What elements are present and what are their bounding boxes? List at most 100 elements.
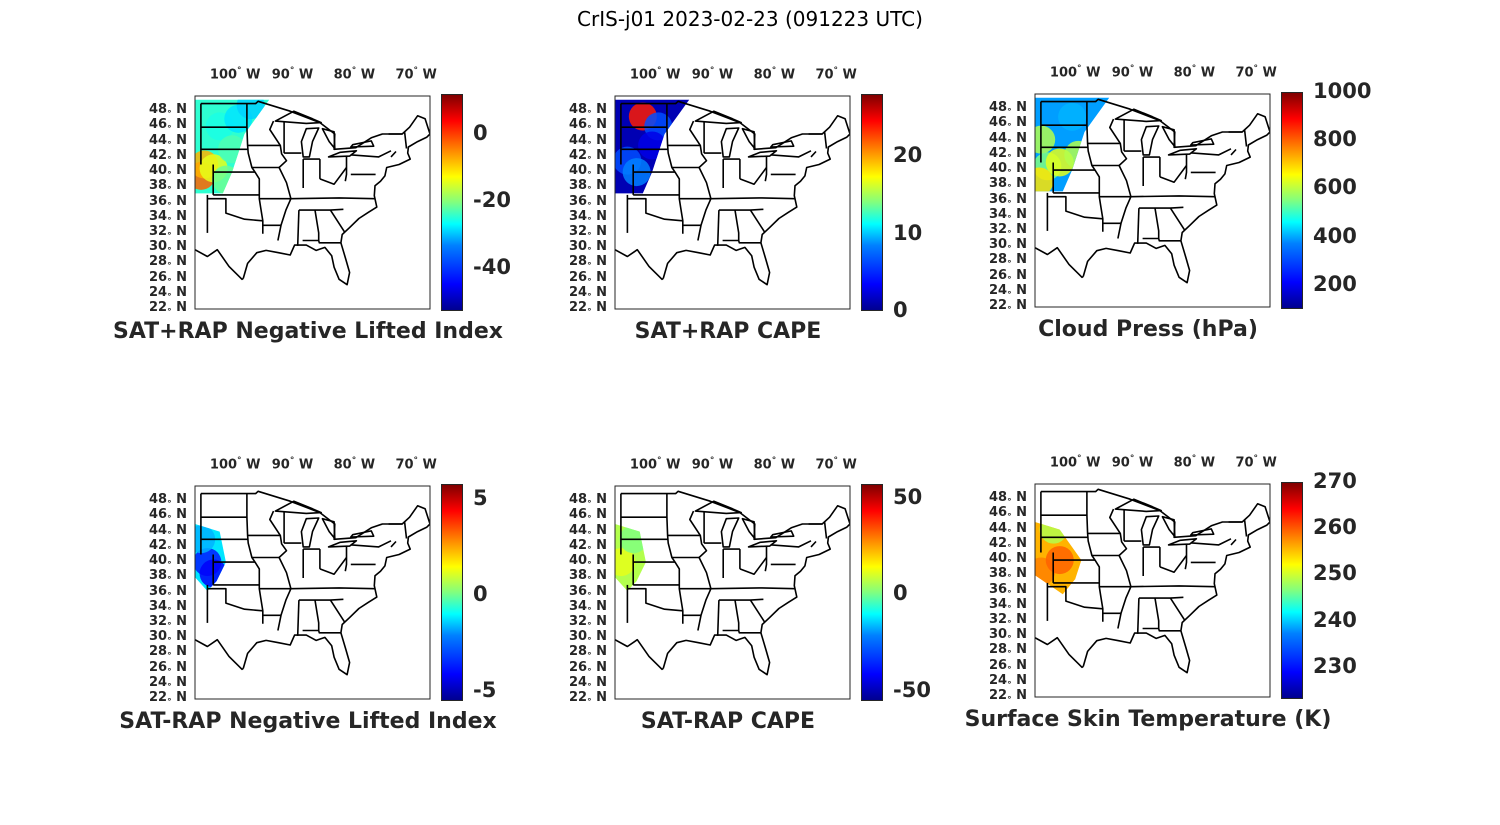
lon-degree-value: 70	[815, 67, 834, 83]
lon-tick-label: 100° W	[630, 456, 681, 472]
degree-mark: °	[167, 185, 172, 196]
lat-direction: N	[171, 117, 187, 133]
lat-tick-label: 36° N	[137, 584, 187, 602]
degree-mark: °	[167, 109, 172, 120]
lat-tick-label: 44° N	[557, 133, 607, 151]
lat-tick-label: 26° N	[557, 270, 607, 288]
lat-tick-label: 34° N	[977, 207, 1027, 225]
lat-direction: N	[591, 300, 607, 315]
lon-degree-value: 80	[333, 457, 352, 473]
lat-tick-label: 42° N	[977, 146, 1027, 164]
lat-tick-label: 38° N	[137, 178, 187, 196]
lat-direction: N	[591, 553, 607, 569]
lat-tick-label: 42° N	[137, 538, 187, 556]
lat-direction: N	[1011, 282, 1027, 298]
degree-mark: °	[833, 456, 839, 466]
lat-direction: N	[171, 598, 187, 614]
lat-direction: N	[591, 163, 607, 179]
degree-mark: °	[587, 155, 592, 166]
lat-degree-value: 44	[149, 522, 168, 538]
lat-degree-value: 30	[989, 237, 1008, 253]
lat-tick-label: 30° N	[557, 239, 607, 257]
lat-degree-value: 48	[989, 100, 1008, 116]
degree-mark: °	[587, 530, 592, 541]
lat-tick-label: 22° N	[137, 300, 187, 318]
degree-mark: °	[587, 246, 592, 257]
panel-title-sat-rap-negative-lifted-index: SAT+RAP Negative Lifted Index	[113, 319, 503, 344]
degree-mark: °	[587, 109, 592, 120]
lat-degree-value: 28	[569, 254, 588, 270]
degree-mark: °	[587, 185, 592, 196]
data-blob	[215, 483, 243, 511]
lat-tick-label: 40° N	[977, 161, 1027, 179]
lon-degree-value: 80	[1173, 455, 1192, 471]
lat-degree-value: 38	[569, 178, 588, 194]
lat-degree-value: 32	[569, 613, 588, 629]
degree-mark: °	[1007, 107, 1012, 118]
lat-direction: N	[1011, 161, 1027, 177]
state-boundaries	[195, 100, 430, 286]
lat-tick-label: 44° N	[137, 523, 187, 541]
degree-mark: °	[167, 591, 172, 602]
lon-direction: W	[294, 457, 314, 473]
degree-mark: °	[1007, 199, 1012, 210]
lat-degree-value: 38	[569, 568, 588, 584]
lat-direction: N	[171, 522, 187, 538]
lat-direction: N	[171, 223, 187, 239]
lat-tick-label: 38° N	[557, 568, 607, 586]
lat-direction: N	[1011, 221, 1027, 237]
lat-direction: N	[171, 239, 187, 255]
degree-mark: °	[1191, 454, 1197, 464]
degree-mark: °	[289, 66, 295, 76]
lat-tick-label: 24° N	[557, 675, 607, 693]
degree-mark: °	[587, 575, 592, 586]
lat-tick-label: 24° N	[557, 285, 607, 303]
colorbar-tick-label: -50	[893, 678, 931, 703]
lat-direction: N	[591, 239, 607, 255]
degree-mark: °	[1007, 680, 1012, 691]
lat-degree-value: 26	[989, 267, 1008, 283]
lon-degree-value: 80	[1173, 65, 1192, 81]
lat-degree-value: 42	[149, 147, 168, 163]
figure-title: CrIS-j01 2023-02-23 (091223 UTC)	[577, 7, 923, 31]
lat-tick-label: 48° N	[977, 100, 1027, 118]
lon-tick-label: 90° W	[272, 456, 313, 472]
lat-tick-label: 44° N	[557, 523, 607, 541]
lat-tick-label: 32° N	[137, 224, 187, 242]
lon-tick-label: 90° W	[1112, 64, 1153, 80]
degree-mark: °	[167, 201, 172, 212]
degree-mark: °	[587, 231, 592, 242]
degree-mark: °	[413, 66, 419, 76]
lat-direction: N	[591, 254, 607, 270]
lon-degree-value: 90	[1111, 65, 1130, 81]
state-boundaries	[1035, 98, 1270, 284]
degree-mark: °	[167, 651, 172, 662]
lat-direction: N	[1011, 688, 1027, 703]
degree-mark: °	[1007, 183, 1012, 194]
lat-tick-label: 46° N	[557, 117, 607, 135]
lat-direction: N	[591, 537, 607, 553]
lat-degree-value: 40	[989, 161, 1008, 177]
map-panel-cloud-press: 100° W 90° W 80° W 70° W 48° N 46° N 44° N 42° …	[920, 53, 1390, 413]
lat-tick-label: 30° N	[137, 629, 187, 647]
lat-degree-value: 42	[149, 537, 168, 553]
lon-direction: W	[714, 67, 734, 83]
lon-direction: W	[418, 67, 437, 83]
lon-tick-label: 80° W	[754, 66, 795, 82]
degree-mark: °	[771, 456, 777, 466]
colorbar-tick-label: -40	[473, 254, 511, 279]
lon-direction: W	[418, 457, 437, 473]
degree-mark: °	[1129, 64, 1135, 74]
lat-tick-label: 46° N	[977, 505, 1027, 523]
degree-mark: °	[1007, 214, 1012, 225]
degree-mark: °	[167, 697, 172, 708]
lat-degree-value: 28	[149, 254, 168, 270]
lon-direction: W	[838, 67, 857, 83]
lat-degree-value: 42	[569, 537, 588, 553]
lon-degree-value: 70	[395, 67, 414, 83]
panel-title-cloud-press-hpa: Cloud Press (hPa)	[1038, 317, 1258, 342]
lat-tick-label: 24° N	[137, 285, 187, 303]
colorbar-tick-label: 50	[893, 484, 923, 509]
lat-direction: N	[171, 269, 187, 285]
lon-degree-value: 70	[815, 457, 834, 473]
